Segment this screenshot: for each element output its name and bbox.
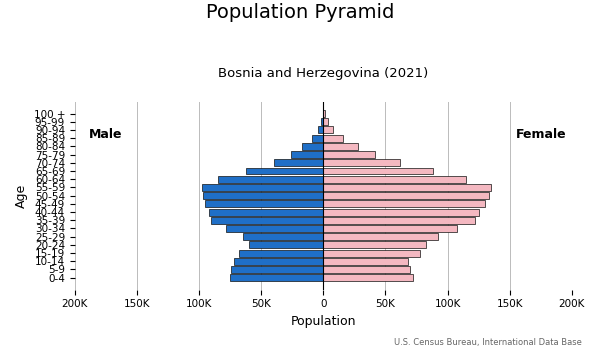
Bar bbox=[249, 241, 323, 248]
Bar bbox=[319, 126, 323, 133]
Bar bbox=[323, 126, 333, 133]
Bar bbox=[203, 192, 323, 199]
Text: Male: Male bbox=[89, 127, 122, 141]
Bar bbox=[323, 110, 325, 117]
Bar bbox=[291, 151, 323, 158]
Bar bbox=[322, 118, 323, 125]
Text: Female: Female bbox=[515, 127, 566, 141]
Bar bbox=[323, 209, 479, 216]
Bar bbox=[218, 176, 323, 183]
Bar bbox=[242, 233, 323, 240]
Bar bbox=[274, 159, 323, 166]
Bar bbox=[323, 192, 488, 199]
Bar bbox=[323, 233, 437, 240]
Bar bbox=[323, 225, 457, 232]
Bar bbox=[323, 176, 466, 183]
Bar bbox=[323, 258, 408, 265]
Bar bbox=[323, 274, 413, 281]
Bar bbox=[323, 250, 420, 257]
Bar bbox=[323, 143, 358, 150]
Bar bbox=[246, 168, 323, 175]
Bar bbox=[239, 250, 323, 257]
Text: U.S. Census Bureau, International Data Base: U.S. Census Bureau, International Data B… bbox=[394, 337, 582, 346]
Text: Population Pyramid: Population Pyramid bbox=[206, 4, 394, 22]
Bar bbox=[323, 151, 376, 158]
Bar bbox=[323, 217, 475, 224]
Bar bbox=[209, 209, 323, 216]
Bar bbox=[323, 241, 427, 248]
Bar bbox=[323, 118, 328, 125]
X-axis label: Population: Population bbox=[290, 315, 356, 328]
Bar bbox=[226, 225, 323, 232]
Bar bbox=[232, 266, 323, 273]
Bar bbox=[230, 274, 323, 281]
Y-axis label: Age: Age bbox=[15, 183, 28, 208]
Bar bbox=[312, 135, 323, 142]
Bar bbox=[234, 258, 323, 265]
Bar bbox=[323, 159, 400, 166]
Bar bbox=[323, 184, 491, 191]
Bar bbox=[323, 200, 485, 207]
Bar bbox=[302, 143, 323, 150]
Title: Bosnia and Herzegovina (2021): Bosnia and Herzegovina (2021) bbox=[218, 66, 428, 79]
Bar bbox=[323, 168, 433, 175]
Bar bbox=[323, 135, 343, 142]
Bar bbox=[323, 266, 410, 273]
Bar bbox=[211, 217, 323, 224]
Bar bbox=[205, 200, 323, 207]
Bar bbox=[202, 184, 323, 191]
